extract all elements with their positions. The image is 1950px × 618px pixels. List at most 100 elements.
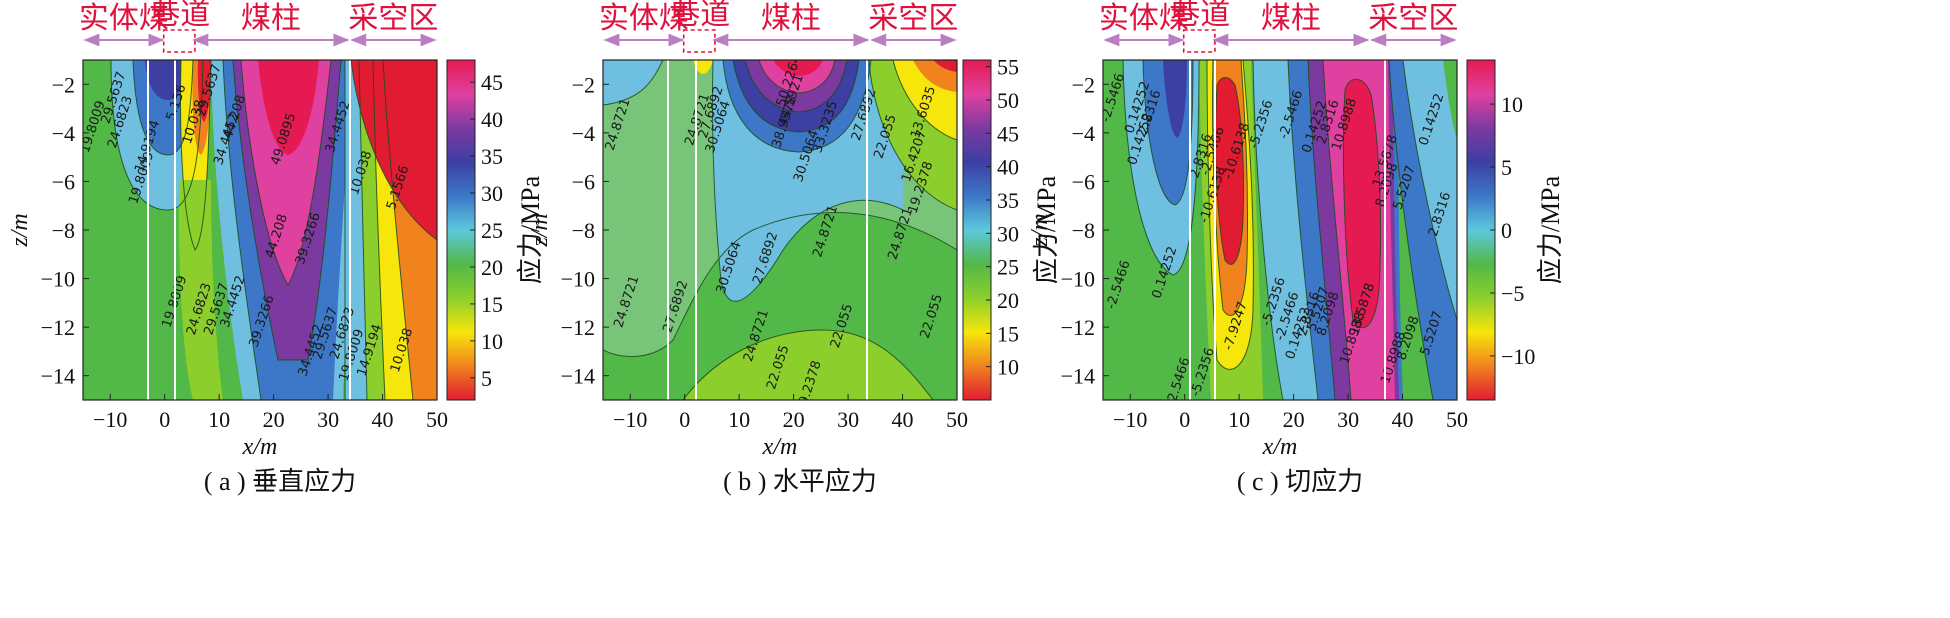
axes-c: −10 0 10 20 30 40 50 −2 −4 −6 −8 −10 −12 −14 x/m z/m ( c… — [1027, 72, 1468, 496]
zone-label: 巷道 — [670, 0, 730, 32]
y-tick-label: −14 — [1061, 364, 1095, 389]
y-tick-label: −4 — [1072, 121, 1095, 146]
contour-field-b: 24.8721 24.872127.689230.506450.226444.59… — [603, 60, 957, 400]
colorbar-label: 应力/MPa — [1536, 175, 1565, 284]
colorbar-tick-label: 50 — [997, 88, 1019, 113]
y-tick-label: −8 — [1072, 218, 1095, 243]
zone-label: 煤柱 — [241, 1, 301, 36]
y-tick-label: −10 — [561, 267, 595, 292]
colorbar-label: 应力/MPa — [516, 175, 545, 284]
colorbar-tick-label: 40 — [481, 107, 503, 132]
y-tick-label: −10 — [1061, 267, 1095, 292]
x-tick-label: 30 — [317, 407, 339, 432]
y-tick-label: −2 — [1072, 72, 1095, 97]
colorbar-tick-label: 25 — [997, 255, 1019, 280]
x-axis-label: x/m — [242, 434, 278, 460]
y-tick-label: −2 — [572, 72, 595, 97]
y-tick-label: −14 — [561, 364, 595, 389]
y-tick-label: −4 — [572, 121, 595, 146]
x-tick-label: 30 — [837, 407, 859, 432]
zone-label: 采空区 — [868, 1, 958, 36]
colorbar-tick-label: 30 — [997, 221, 1019, 246]
x-tick-label: 0 — [1179, 407, 1190, 432]
x-tick-label: 10 — [208, 407, 230, 432]
axes-b: −10 0 10 20 30 40 50 −2 −4 −6 −8 −10 −12 −14 x/m z/m ( b… — [527, 72, 968, 496]
colorbar-tick-label: 20 — [997, 288, 1019, 313]
y-tick-label: −10 — [41, 267, 75, 292]
y-tick-label: −12 — [41, 315, 75, 340]
zone-label: 采空区 — [1368, 1, 1458, 36]
colorbar-tick-label: 10 — [481, 329, 503, 354]
colorbar-tick-label: 20 — [481, 255, 503, 280]
y-tick-label: −6 — [572, 169, 595, 194]
y-tick-label: −6 — [1072, 169, 1095, 194]
zone-label: 实体煤 — [79, 1, 169, 36]
colorbar-tick-label: −10 — [1501, 344, 1535, 369]
panel-caption: ( a ) 垂直应力 — [204, 467, 356, 496]
colorbar-a: 5 10 15 20 25 30 35 40 45 应力/MPa — [446, 59, 545, 401]
panel-caption: ( c ) 切应力 — [1237, 467, 1363, 496]
y-axis-label: z/m — [527, 213, 553, 247]
colorbar-tick-label: 35 — [997, 188, 1019, 213]
x-tick-label: 30 — [1337, 407, 1359, 432]
zone-label: 巷道 — [1170, 0, 1230, 32]
y-axis-label: z/m — [7, 213, 33, 247]
y-axis-label: z/m — [1027, 213, 1053, 247]
y-tick-label: −8 — [52, 218, 75, 243]
zone-label: 煤柱 — [1261, 1, 1321, 36]
x-tick-label: 10 — [728, 407, 750, 432]
x-tick-label: 10 — [1228, 407, 1250, 432]
y-tick-label: −12 — [561, 315, 595, 340]
y-tick-label: −4 — [52, 121, 75, 146]
zone-label: 实体煤 — [599, 1, 689, 36]
colorbar-tick-label: 40 — [997, 155, 1019, 180]
x-tick-label: 20 — [1283, 407, 1305, 432]
colorbar-tick-label: 55 — [997, 55, 1019, 80]
colorbar-tick-label: 45 — [997, 121, 1019, 146]
zone-label: 采空区 — [348, 1, 438, 36]
y-tick-label: −6 — [52, 169, 75, 194]
x-tick-label: 40 — [892, 407, 914, 432]
x-tick-label: −10 — [613, 407, 647, 432]
x-tick-label: 50 — [946, 407, 968, 432]
panel-horizontal-stress: 24.8721 24.872127.689230.506450.226444.59… — [527, 0, 1061, 496]
colorbar-tick-label: 15 — [997, 321, 1019, 346]
x-tick-label: 20 — [783, 407, 805, 432]
x-tick-label: 0 — [159, 407, 170, 432]
x-axis-label: x/m — [1262, 434, 1298, 460]
axes-a: −10 0 10 20 30 40 50 −2 −4 −6 −8 −10 −12 −14 x/m z/m ( a… — [7, 72, 448, 496]
colorbar-tick-label: 10 — [997, 355, 1019, 380]
y-tick-label: −12 — [1061, 315, 1095, 340]
panel-caption: ( b ) 水平应力 — [723, 467, 877, 496]
x-tick-label: −10 — [93, 407, 127, 432]
zone-label: 巷道 — [150, 0, 210, 32]
y-tick-label: −8 — [572, 218, 595, 243]
colorbar-gradient — [962, 59, 992, 401]
zone-label: 实体煤 — [1099, 1, 1189, 36]
colorbar-tick-label: 0 — [1501, 218, 1512, 243]
colorbar-tick-label: 5 — [1501, 155, 1512, 180]
x-tick-label: 0 — [679, 407, 690, 432]
zone-label: 煤柱 — [761, 1, 821, 36]
x-tick-label: −10 — [1113, 407, 1147, 432]
colorbar-tick-label: 25 — [481, 218, 503, 243]
x-tick-label: 50 — [426, 407, 448, 432]
colorbar-tick-label: 5 — [481, 366, 492, 391]
x-tick-label: 20 — [263, 407, 285, 432]
contour-field-a: 19.800929.563724.682314.919419.80095.156… — [83, 60, 437, 400]
panel-vertical-stress: 19.800929.563724.682314.919419.80095.156… — [7, 0, 545, 496]
x-tick-label: 40 — [372, 407, 394, 432]
colorbar-tick-label: −5 — [1501, 281, 1524, 306]
colorbar-tick-label: 10 — [1501, 92, 1523, 117]
x-axis-label: x/m — [762, 434, 798, 460]
colorbar-tick-label: 30 — [481, 181, 503, 206]
x-tick-label: 50 — [1446, 407, 1468, 432]
colorbar-tick-label: 35 — [481, 144, 503, 169]
x-tick-label: 40 — [1392, 407, 1414, 432]
colorbar-c: 10 5 0 −5 −10 应力/MPa — [1466, 59, 1565, 401]
